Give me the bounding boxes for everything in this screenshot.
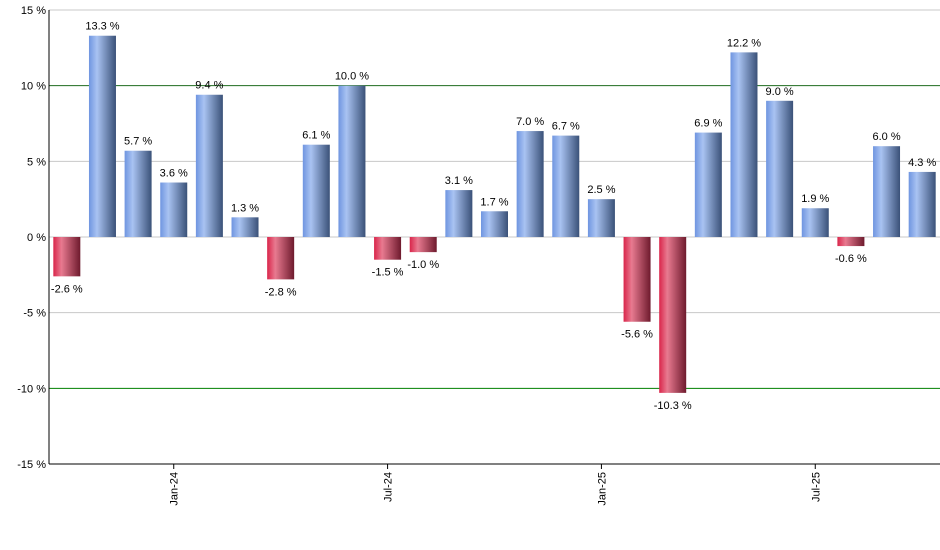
y-tick-label: 15 % <box>21 5 46 17</box>
bar <box>516 131 544 237</box>
bar <box>302 144 330 237</box>
data-label: 6.1 % <box>302 130 330 142</box>
bar <box>409 237 437 253</box>
bar <box>873 146 901 237</box>
data-label: 6.9 % <box>694 118 722 130</box>
data-label: -1.5 % <box>372 267 404 279</box>
axes: 15 % 10 % 5 % 0 % -5 % -10 % -15 % Jan-24 Jul-24… <box>17 5 940 506</box>
data-label: 5.7 % <box>124 136 152 148</box>
bars: -2.6 % 13.3 % 5.7 % 3.6 % 9.4 % 1.3 % -2.8 % 6.… <box>51 21 937 412</box>
y-tick-label: -15 % <box>17 459 46 471</box>
bar <box>623 237 651 322</box>
data-label: -0.6 % <box>835 253 867 265</box>
data-label: 7.0 % <box>516 116 544 128</box>
bar <box>231 217 259 237</box>
bar <box>160 182 188 237</box>
data-label: 9.4 % <box>195 80 223 92</box>
bar <box>338 85 366 238</box>
data-label: 1.3 % <box>231 202 259 214</box>
bar <box>694 132 722 237</box>
data-label: 1.9 % <box>801 193 829 205</box>
y-tick-label: 10 % <box>21 81 46 93</box>
data-label: 13.3 % <box>85 21 119 33</box>
bar <box>124 150 152 237</box>
data-label: 1.7 % <box>480 196 508 208</box>
data-label: 6.7 % <box>552 121 580 133</box>
data-label: 9.0 % <box>766 86 794 98</box>
data-label: 2.5 % <box>587 184 615 196</box>
data-label: -2.6 % <box>51 283 83 295</box>
bar <box>195 94 223 237</box>
bar <box>801 208 829 237</box>
data-label: -1.0 % <box>407 259 439 271</box>
data-label: -10.3 % <box>654 400 692 412</box>
data-label: 4.3 % <box>908 157 936 169</box>
data-label: 3.6 % <box>160 168 188 180</box>
bar <box>766 100 794 237</box>
y-tick-label: 5 % <box>27 156 46 168</box>
bar <box>908 171 936 237</box>
y-tick-label: -10 % <box>17 383 46 395</box>
y-tick-label: 0 % <box>27 232 46 244</box>
bar <box>552 135 580 237</box>
bar <box>837 237 865 247</box>
x-tick-label: Jan-24 <box>169 472 181 506</box>
x-tick-label: Jul-25 <box>810 472 822 502</box>
data-label: -5.6 % <box>621 329 653 341</box>
bar <box>481 211 508 237</box>
data-label: 6.0 % <box>872 131 900 143</box>
data-label: 12.2 % <box>727 37 761 49</box>
data-label: -2.8 % <box>265 286 297 298</box>
data-label: 10.0 % <box>335 71 369 83</box>
bar <box>88 35 116 237</box>
bar <box>445 190 473 237</box>
bar <box>374 237 402 260</box>
bar <box>267 237 295 280</box>
data-label: 3.1 % <box>445 175 473 187</box>
y-tick-label: -5 % <box>23 308 46 320</box>
bar <box>659 237 687 393</box>
x-tick-label: Jan-25 <box>596 472 608 506</box>
bar <box>730 52 758 237</box>
bar <box>587 199 615 237</box>
bar <box>53 237 81 277</box>
x-tick-label: Jul-24 <box>383 472 395 502</box>
